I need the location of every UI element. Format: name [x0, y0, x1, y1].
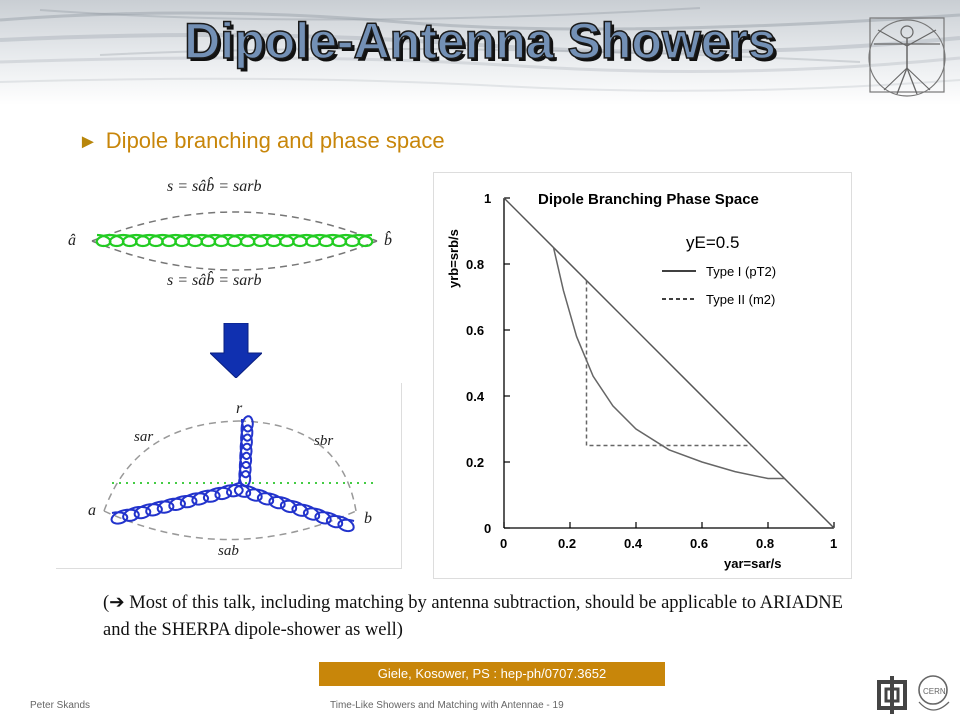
lab-logos: CERN	[877, 675, 950, 714]
footer-title: Time-Like Showers and Matching with Ante…	[330, 700, 564, 711]
left-end-label: â	[68, 232, 76, 249]
label-r: r	[236, 400, 243, 417]
gluon-right	[233, 482, 355, 533]
page-title-shadow: Dipole-Antenna Showers	[187, 16, 779, 72]
x-tick-label: 0.6	[690, 536, 708, 551]
antenna-diagram-svg: r a b sar sbr sab	[88, 400, 374, 559]
legend-item-type2: Type II (m2)	[706, 292, 775, 307]
fermilab-logo	[877, 676, 907, 714]
chart-svg: 0 0.2 0.4 0.6 0.8 1 0 0.2 0.4 0.6 0.8 1 Dipole Bran…	[446, 191, 837, 571]
chart-legend: Type I (pT2) Type II (m2)	[662, 264, 776, 307]
svg-text:CERN: CERN	[923, 687, 946, 696]
legend-item-type1: Type I (pT2)	[706, 264, 776, 279]
x-tick-label: 0.8	[756, 536, 774, 551]
chart-axes	[503, 198, 834, 529]
citation-badge: Giele, Kosower, PS : hep-ph/0707.3652	[319, 662, 665, 686]
gluon-up	[238, 415, 254, 488]
y-tick-label: 1	[484, 191, 491, 206]
down-arrow-icon	[210, 323, 262, 378]
bullet-text: Dipole branching and phase space	[105, 128, 445, 153]
phase-space-boundary	[503, 197, 835, 529]
chart-annotation: yE=0.5	[686, 233, 739, 252]
gluon-left	[110, 482, 244, 525]
page-title: Dipole-Antenna Showers	[183, 12, 776, 70]
x-tick-label: 0	[500, 536, 507, 551]
series-type2-line	[585, 280, 752, 447]
y-tick-label: 0.6	[466, 323, 484, 338]
antenna-diagram-bottom: r a b sar sbr sab	[56, 383, 402, 569]
y-tick-label: 0	[484, 521, 491, 536]
phase-space-chart: 0 0.2 0.4 0.6 0.8 1 0 0.2 0.4 0.6 0.8 1 Dipole Bran…	[433, 172, 852, 579]
x-tick-label: 0.4	[624, 536, 643, 551]
label-a: a	[88, 502, 96, 519]
x-axis-label: yar=sar/s	[724, 556, 781, 571]
header-marble-background	[0, 0, 960, 105]
cern-logo: CERN	[918, 675, 950, 711]
series-type1-curve	[552, 247, 785, 480]
y-axis-label: yrb=srb/s	[446, 229, 461, 288]
vitruvian-man-logo	[868, 17, 946, 97]
label-b: b	[364, 510, 372, 527]
x-tick-label: 1	[830, 536, 837, 551]
dipole-diagram-svg: s = sâb̂ = sarb s = sâb̂ = sarb â b̂	[68, 176, 392, 289]
bullet-arrow-icon: ►	[78, 131, 98, 153]
y-tick-label: 0.4	[466, 389, 485, 404]
y-tick-label: 0.8	[466, 257, 484, 272]
note-text: (➔ Most of this talk, including matching…	[103, 593, 843, 640]
footer-author: Peter Skands	[30, 700, 91, 711]
header-band: Dipole-Antenna Showers Dipole-Antenna Sh…	[0, 0, 960, 105]
dipole-diagram-top: s = sâb̂ = sarb s = sâb̂ = sarb â b̂	[62, 173, 407, 298]
bullet-point: ► Dipole branching and phase space	[78, 128, 445, 154]
chart-title: Dipole Branching Phase Space	[538, 191, 759, 208]
top-label: s = sâb̂ = sarb	[167, 176, 262, 195]
label-sab: sab	[218, 543, 239, 559]
label-sbr: sbr	[314, 433, 333, 449]
bottom-label: s = sâb̂ = sarb	[167, 270, 262, 289]
label-sar: sar	[134, 429, 153, 445]
x-tick-label: 0.2	[558, 536, 576, 551]
y-tick-label: 0.2	[466, 455, 484, 470]
gluon-line	[95, 233, 374, 248]
right-end-label: b̂	[384, 230, 392, 249]
